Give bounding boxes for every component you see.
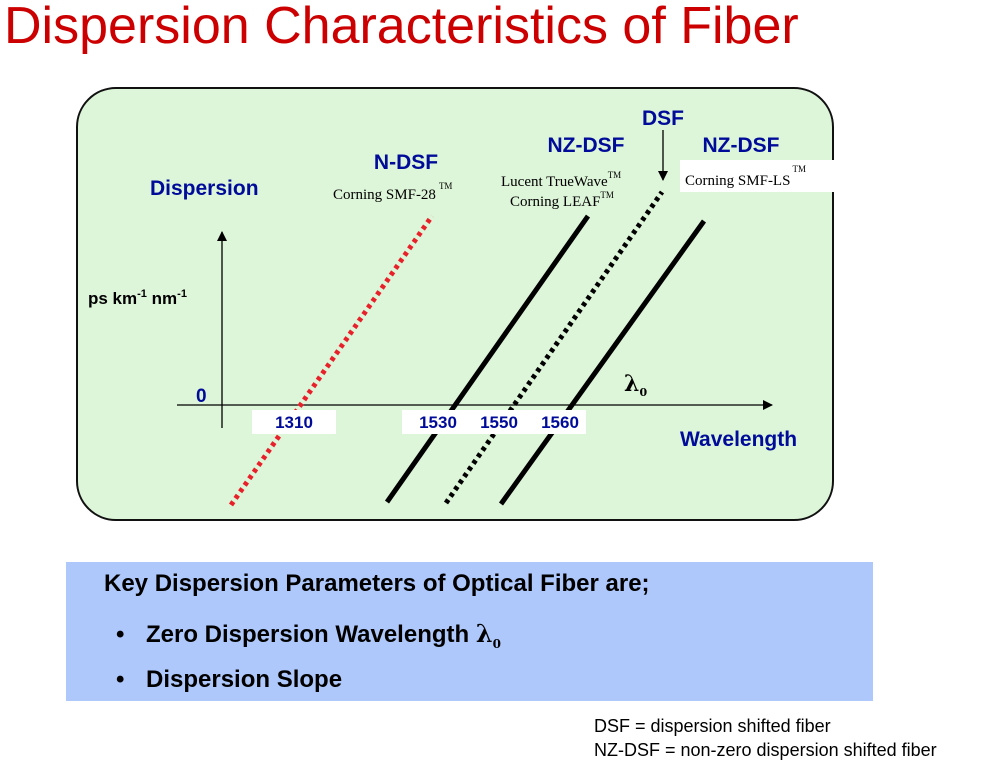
nz-dsf-label-2: NZ-DSF	[703, 134, 780, 157]
y-axis-label: Dispersion	[150, 177, 259, 200]
smf-ls-product-label: Corning SMF-LSTM	[685, 164, 806, 189]
smf-ls-label-box	[680, 160, 836, 192]
nz-dsf-label-1: NZ-DSF	[548, 134, 625, 157]
dsf-line	[443, 190, 665, 505]
zero-label: 0	[196, 386, 207, 407]
nz-dsf-smf-ls-line	[498, 219, 707, 506]
tick-1560: 1560	[541, 413, 579, 432]
lambda-zero-symbol: λ0	[475, 619, 502, 651]
footnote-dsf: DSF = dispersion shifted fiber	[594, 716, 831, 736]
key-parameters-heading: Key Dispersion Parameters of Optical Fib…	[104, 570, 650, 597]
bullet-zero-dispersion: • Zero Dispersion Wavelength λ0	[116, 619, 502, 651]
y-units-label: ps km-1 nm-1	[88, 288, 187, 308]
tick-1310: 1310	[275, 413, 313, 432]
tick-box-1310	[252, 410, 336, 434]
bullet-dispersion-slope: • Dispersion Slope	[116, 666, 343, 693]
smf-28-product-label: Corning SMF-28TM	[333, 181, 452, 203]
x-axis-label: Wavelength	[680, 428, 797, 451]
slide-title: Dispersion Characteristics of Fiber	[4, 0, 799, 55]
truewave-product-label: Lucent TrueWaveTM	[501, 170, 621, 190]
tick-1530: 1530	[419, 413, 457, 432]
tick-box-group	[402, 410, 586, 434]
lambda-zero-label: λ0	[624, 371, 647, 399]
n-dsf-line	[228, 214, 435, 507]
key-parameters-box: Key Dispersion Parameters of Optical Fib…	[66, 562, 873, 701]
n-dsf-label: N-DSF	[374, 151, 438, 174]
footnote-nz-dsf: NZ-DSF = non-zero dispersion shifted fib…	[594, 740, 937, 760]
diagram-panel	[76, 87, 834, 521]
nz-dsf-truewave-line	[384, 214, 591, 504]
tick-1550: 1550	[480, 413, 518, 432]
bullet-icon: •	[116, 666, 125, 693]
leaf-product-label: Corning LEAFTM	[510, 190, 614, 210]
bullet-icon: •	[116, 621, 125, 648]
dsf-label: DSF	[642, 107, 684, 130]
